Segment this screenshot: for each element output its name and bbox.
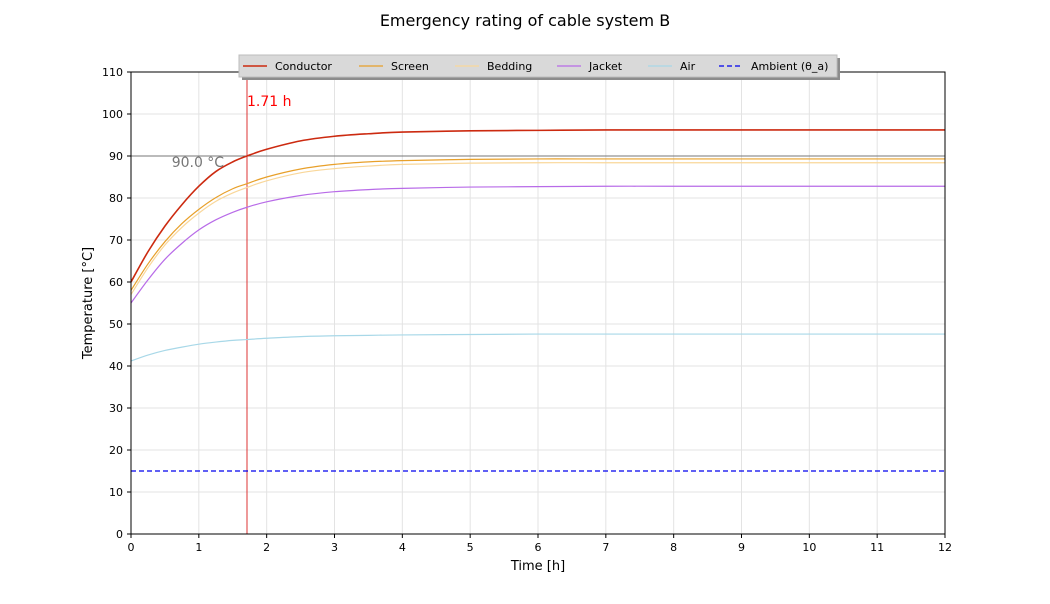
chart-title: Emergency rating of cable system B xyxy=(380,11,670,30)
y-tick-label: 90 xyxy=(109,150,123,163)
x-tick-label: 0 xyxy=(128,541,135,554)
x-tick-label: 1 xyxy=(195,541,202,554)
y-tick-label: 30 xyxy=(109,402,123,415)
x-tick-label: 7 xyxy=(602,541,609,554)
x-tick-label: 11 xyxy=(870,541,884,554)
y-tick-label: 60 xyxy=(109,276,123,289)
y-tick-label: 50 xyxy=(109,318,123,331)
threshold-label: 90.0 °C xyxy=(172,155,225,171)
legend-label: Screen xyxy=(391,60,429,73)
legend-label: Bedding xyxy=(487,60,532,73)
x-tick-label: 2 xyxy=(263,541,270,554)
x-axis-label: Time [h] xyxy=(510,559,565,574)
y-tick-label: 20 xyxy=(109,444,123,457)
series-line-air xyxy=(130,333,945,362)
time-marker-label: 1.71 h xyxy=(247,94,292,110)
x-tick-label: 9 xyxy=(738,541,745,554)
y-tick-label: 0 xyxy=(116,528,123,541)
x-tick-label: 3 xyxy=(331,541,338,554)
series-line-screen xyxy=(130,158,945,291)
legend-label: Jacket xyxy=(588,60,623,73)
y-tick-label: 70 xyxy=(109,234,123,247)
legend-label: Conductor xyxy=(275,60,332,73)
series-line-jacket xyxy=(130,185,945,304)
series-lines xyxy=(130,129,945,472)
legend: Conductor Screen Bedding Jacket Air Ambient (… xyxy=(238,54,840,80)
legend-label: Ambient (θ_a) xyxy=(751,60,828,73)
x-tick-label: 8 xyxy=(670,541,677,554)
x-tick-label: 12 xyxy=(938,541,952,554)
series-line-conductor xyxy=(130,129,945,283)
y-tick-label: 100 xyxy=(102,108,123,121)
y-tick-label: 40 xyxy=(109,360,123,373)
x-tick-label: 5 xyxy=(467,541,474,554)
x-tick-label: 10 xyxy=(802,541,816,554)
axis-ticks: 0 1 2 3 4 5 6 7 8 9 10 11 12010203040506070809010011… xyxy=(102,66,952,554)
y-tick-label: 110 xyxy=(102,66,123,79)
legend-label: Air xyxy=(680,60,696,73)
x-tick-label: 6 xyxy=(535,541,542,554)
y-tick-label: 80 xyxy=(109,192,123,205)
y-tick-label: 10 xyxy=(109,486,123,499)
legend-box xyxy=(238,54,838,78)
y-axis-label: Temperature [°C] xyxy=(81,247,96,360)
series-line-bedding xyxy=(130,162,945,295)
x-tick-label: 4 xyxy=(399,541,406,554)
grid xyxy=(130,71,946,535)
reference-lines: 90.0 °C 1.71 h xyxy=(131,72,945,534)
